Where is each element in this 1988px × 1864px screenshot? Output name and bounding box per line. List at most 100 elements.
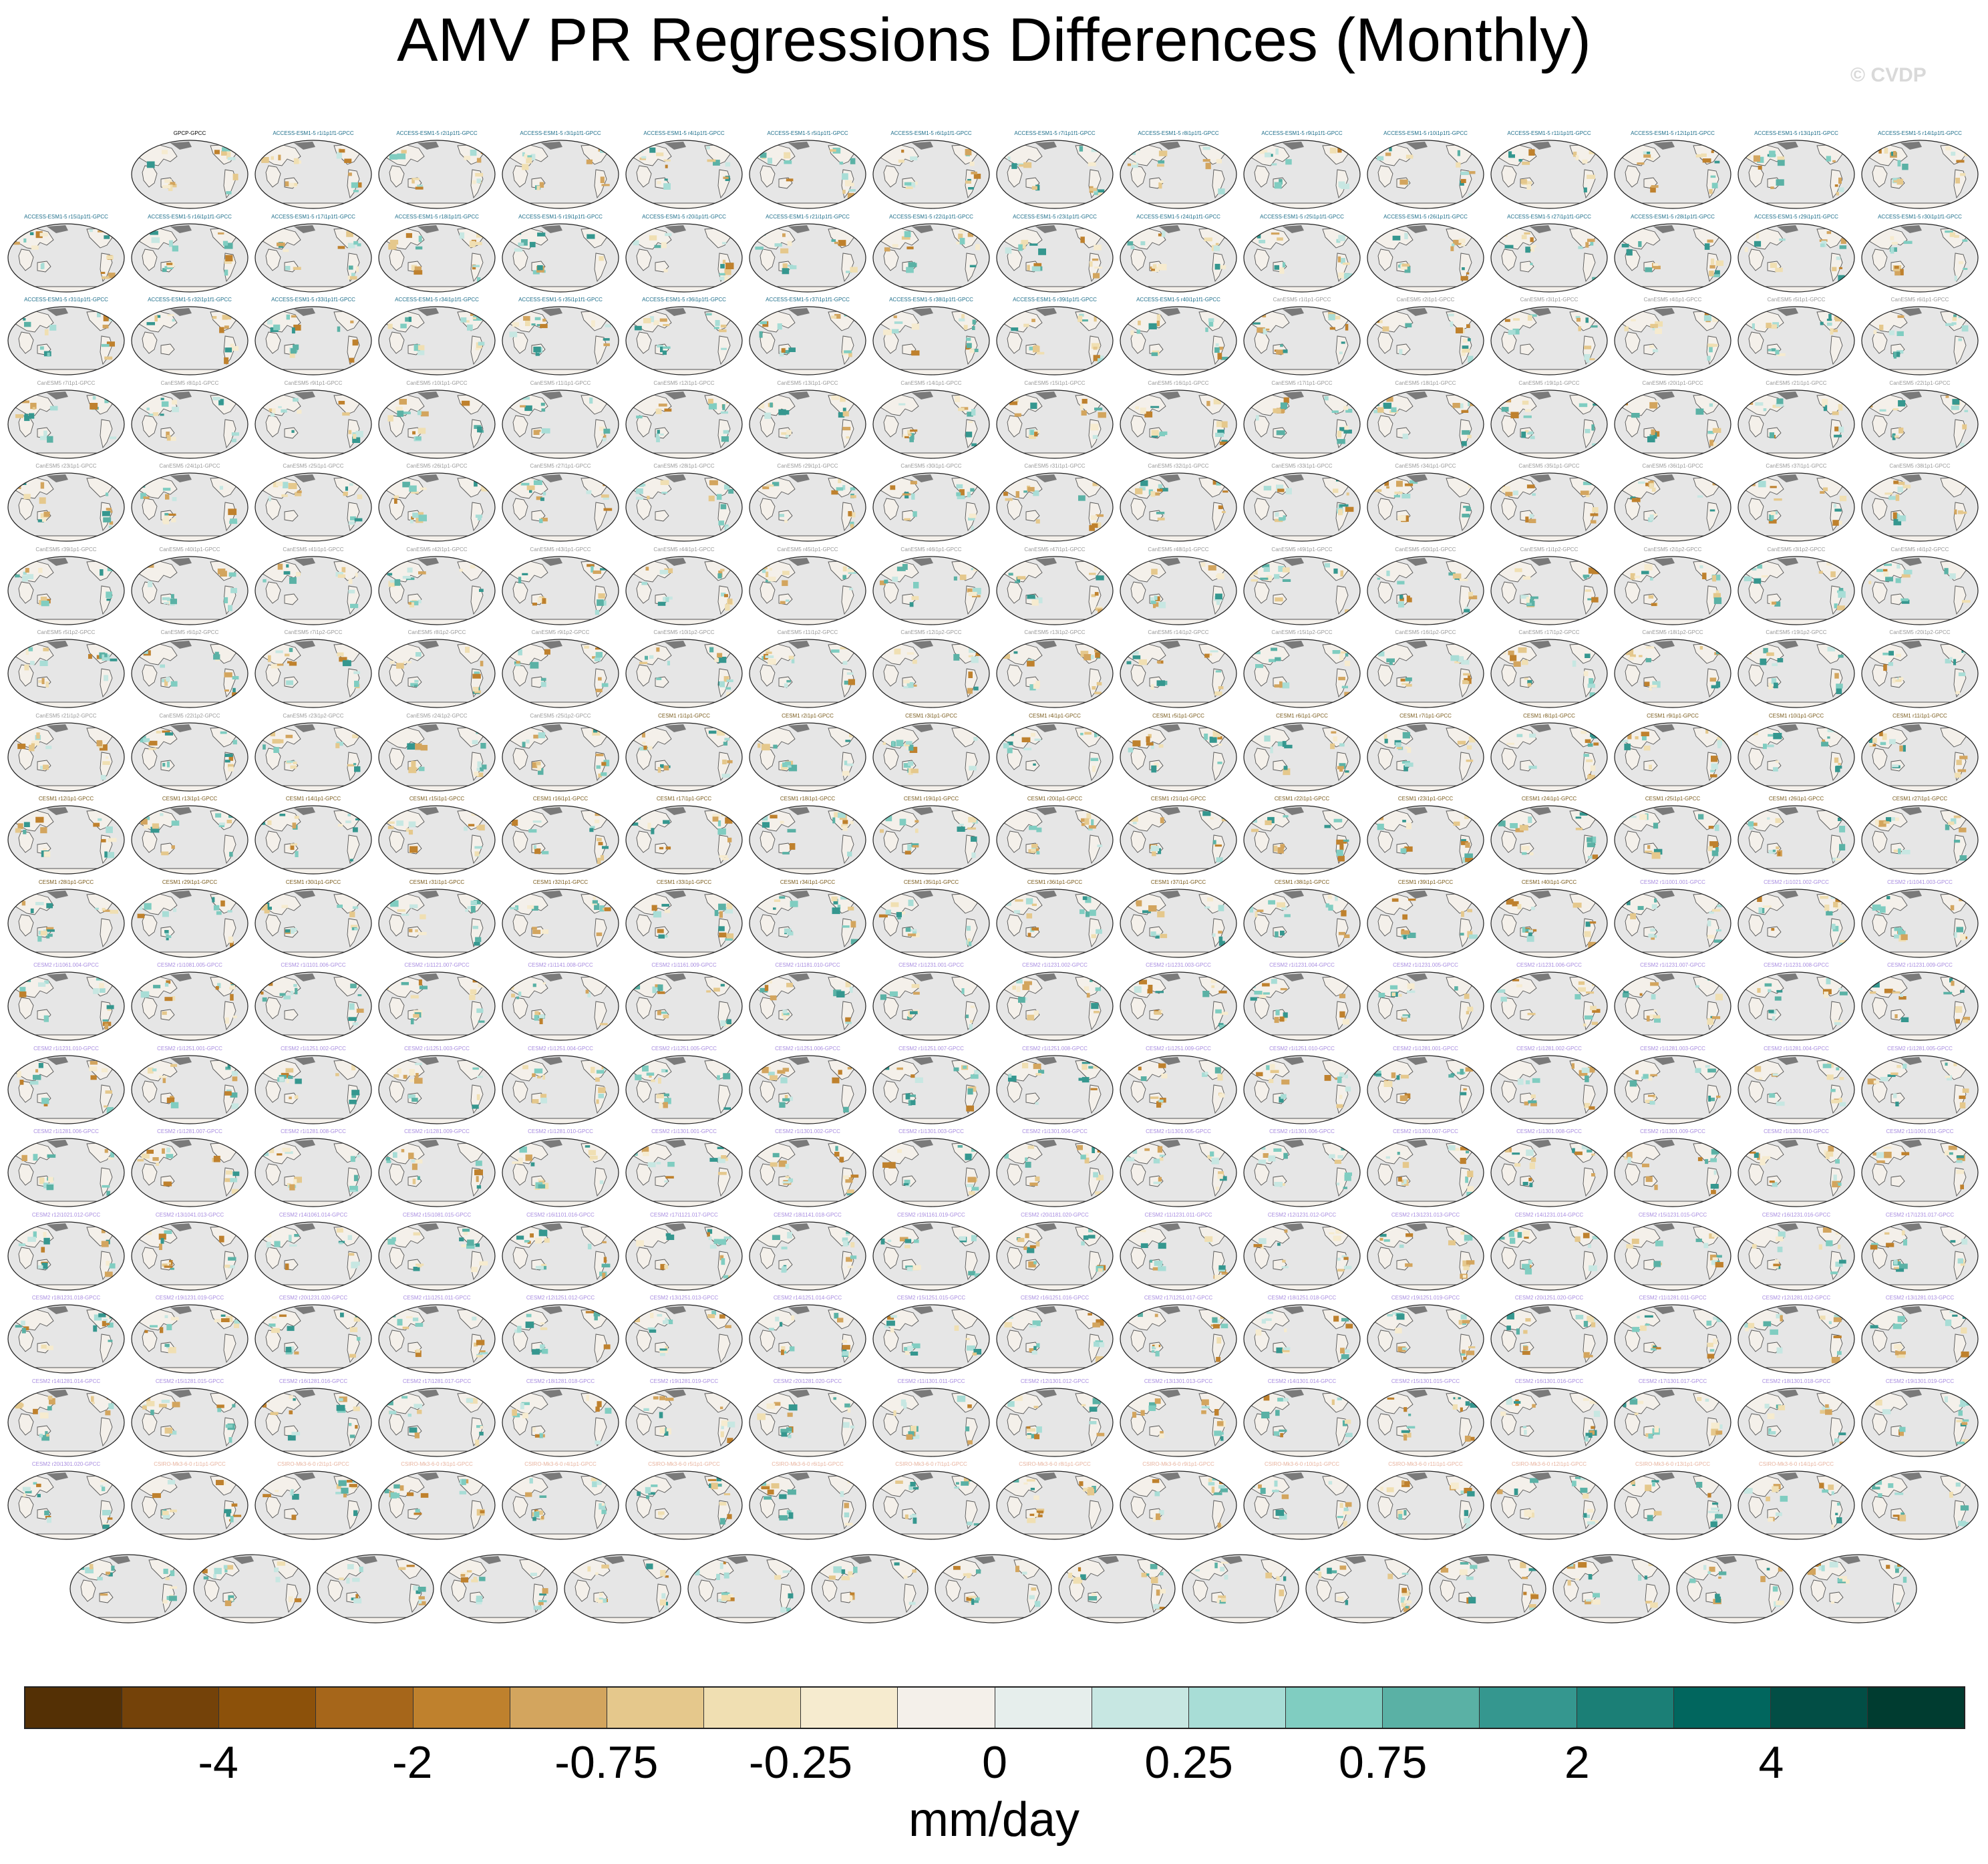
drying-patch (1900, 933, 1908, 940)
drying-patch (1096, 681, 1102, 685)
drying-patch (959, 574, 967, 580)
drying-patch (343, 492, 348, 496)
wetting-patch (1572, 660, 1577, 667)
missing-data-region (1530, 641, 1551, 649)
continent-outline (1520, 1009, 1534, 1021)
missing-data-region (788, 308, 810, 316)
wetting-patch (1345, 770, 1349, 772)
drying-patch (1012, 985, 1016, 990)
missing-data-region (541, 142, 562, 150)
wetting-patch (1156, 680, 1166, 686)
wetting-patch (1958, 672, 1966, 677)
map-panel: CESM1 r5i1p1-GPCC (1119, 713, 1238, 792)
wetting-patch (348, 1017, 357, 1022)
drying-patch (1962, 424, 1967, 430)
drying-patch (1095, 607, 1103, 611)
wetting-patch (844, 350, 852, 353)
wetting-patch (1508, 329, 1516, 335)
drying-patch (1522, 161, 1530, 165)
drying-patch (1521, 846, 1530, 850)
wetting-patch (1652, 327, 1657, 331)
wetting-patch (906, 1016, 912, 1020)
global-map (378, 472, 496, 542)
map-panel: CESM2 r1i1231.003-GPCC (1119, 962, 1238, 1042)
wetting-patch (767, 158, 772, 164)
map-panel: ACCESS-ESM1-5 r24i1p1f1-GPCC (1119, 214, 1238, 293)
drying-patch (1522, 400, 1529, 405)
panel-title: CESM1 r11i1p1-GPCC (1892, 712, 1947, 719)
map-panel-grid: GPCP-GPCC ACCESS-ESM1-5 r1i1p1f1-GPCC ACCE… (7, 130, 1979, 1623)
wetting-patch (1155, 935, 1160, 939)
panel-title: ACCESS-ESM1-5 r24i1p1f1-GPCC (1136, 213, 1220, 220)
continent-outline (142, 581, 158, 604)
global-map (378, 555, 496, 625)
wetting-patch (286, 564, 289, 567)
drying-patch (1094, 565, 1098, 571)
wetting-patch (349, 859, 353, 862)
drying-patch (1526, 484, 1535, 488)
drying-patch (267, 820, 272, 825)
wetting-patch (1744, 732, 1747, 737)
continent-outline (883, 664, 899, 687)
drying-patch (647, 496, 650, 500)
wetting-patch (1587, 842, 1595, 848)
drying-patch (782, 580, 788, 586)
drying-patch (1835, 903, 1842, 909)
wetting-patch (473, 315, 482, 321)
wetting-patch (1952, 398, 1960, 405)
panel-title: ACCESS-ESM1-5 r36i1p1f1-GPCC (642, 297, 726, 303)
drying-patch (357, 494, 363, 500)
drying-patch (1461, 840, 1468, 845)
missing-data-region (1653, 391, 1675, 400)
drying-patch (882, 742, 886, 745)
wetting-patch (1463, 506, 1470, 508)
map-border (502, 888, 619, 958)
global-map (7, 472, 125, 542)
drying-patch (1840, 238, 1846, 244)
wetting-patch (1769, 432, 1774, 438)
continent-outline (265, 414, 281, 438)
continent-outline (1025, 510, 1040, 522)
panel-title: CanESM5 r44i1p1-GPCC (653, 546, 715, 553)
drying-patch (1158, 263, 1167, 271)
map-border (872, 805, 990, 875)
drying-patch (1147, 989, 1153, 993)
drying-patch (224, 259, 232, 264)
wetting-patch (1335, 895, 1338, 901)
wetting-patch (1151, 768, 1157, 772)
wetting-patch (832, 907, 840, 914)
map-panel: CESM2 r1i1081.005-GPCC (130, 962, 249, 1042)
missing-data-region (1777, 391, 1798, 400)
wetting-patch (92, 396, 96, 400)
drying-patch (24, 664, 29, 671)
panel-title: ACCESS-ESM1-5 r31i1p1f1-GPCC (24, 297, 108, 303)
wetting-patch (842, 925, 850, 928)
drying-patch (228, 754, 234, 761)
wetting-patch (589, 397, 593, 404)
wetting-patch (509, 331, 518, 337)
map-border (625, 722, 743, 792)
map-border (1367, 639, 1484, 708)
panel-title: CESM1 r1i1p1-GPCC (658, 712, 710, 719)
global-map (996, 971, 1114, 1041)
map-panel: ACCESS-ESM1-5 r25i1p1f1-GPCC (1242, 214, 1361, 293)
wetting-patch (1217, 429, 1224, 434)
wetting-patch (1271, 647, 1277, 651)
global-map (255, 306, 372, 375)
drying-patch (1529, 245, 1536, 247)
wetting-patch (1522, 852, 1527, 855)
wetting-patch (1282, 740, 1287, 747)
drying-patch (1391, 898, 1399, 902)
drying-patch (1152, 266, 1160, 272)
continent-outline (636, 747, 652, 770)
map-panel: ACCESS-ESM1-5 r29i1p1f1-GPCC (1737, 214, 1856, 293)
global-map (1367, 555, 1484, 625)
panel-title: CESM2 r1i1181.010-GPCC (775, 962, 840, 968)
wetting-patch (661, 492, 667, 494)
panel-title: CESM1 r23i1p1-GPCC (1397, 796, 1454, 802)
drying-patch (961, 406, 969, 410)
global-map (872, 306, 990, 375)
drying-patch (339, 657, 347, 662)
global-map (749, 389, 866, 459)
wetting-patch (352, 1022, 359, 1026)
